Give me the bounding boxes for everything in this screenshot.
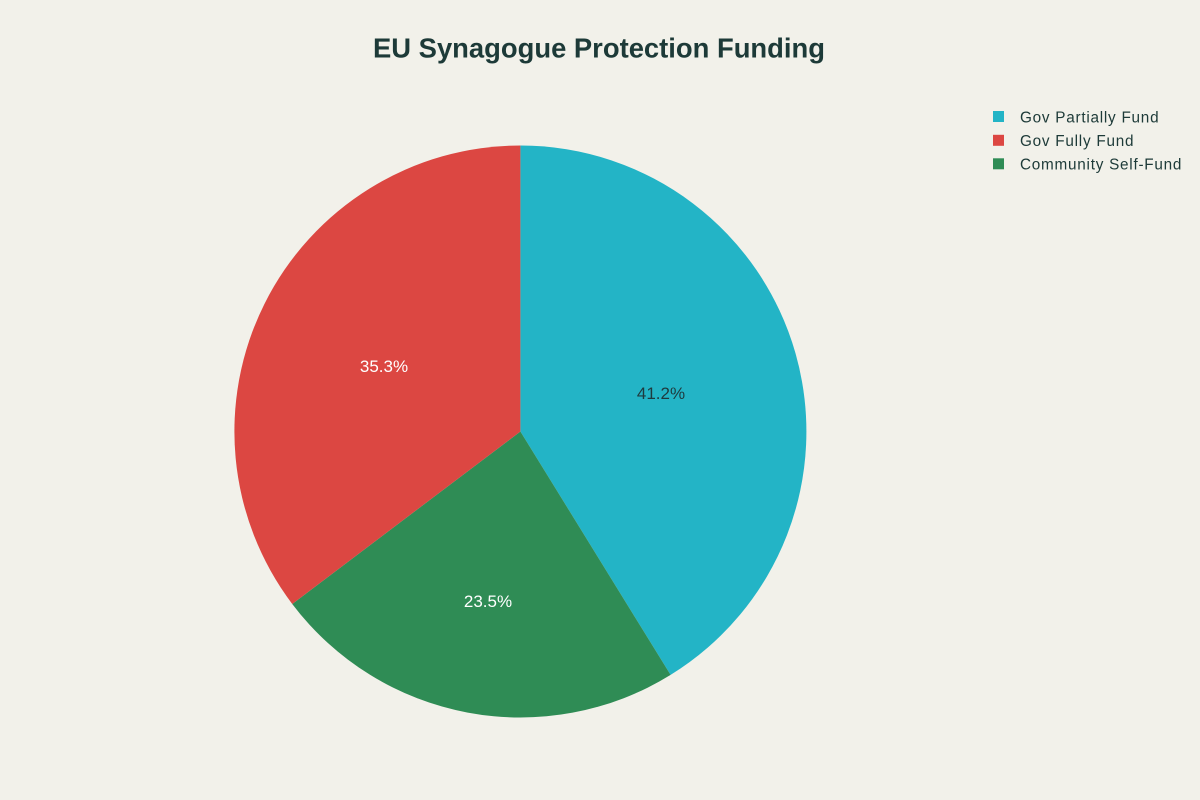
svg-text:41.2%: 41.2% <box>637 384 685 403</box>
svg-text:35.3%: 35.3% <box>360 357 408 376</box>
svg-text:Community Self-Fund: Community Self-Fund <box>1020 157 1182 174</box>
svg-text:Gov Fully Fund: Gov Fully Fund <box>1020 133 1134 150</box>
svg-text:EU Synagogue Protection Fundin: EU Synagogue Protection Funding <box>373 32 825 63</box>
svg-text:Gov Partially Fund: Gov Partially Fund <box>1020 109 1159 126</box>
svg-text:23.5%: 23.5% <box>464 592 512 611</box>
